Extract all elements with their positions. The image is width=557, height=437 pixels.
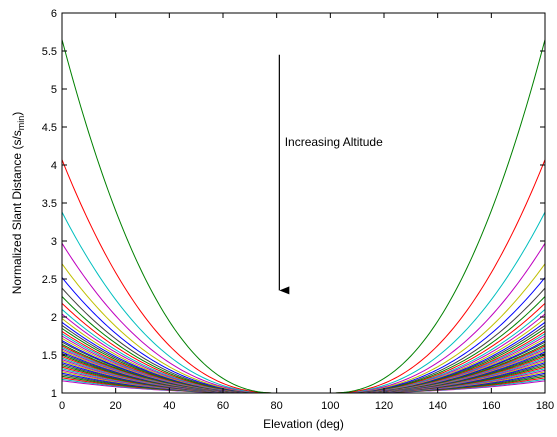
- x-tick-label: 180: [536, 400, 554, 412]
- x-axis-label: Elevation (deg): [263, 417, 344, 431]
- series-line: [62, 351, 545, 393]
- y-tick-label: 2: [51, 312, 57, 324]
- y-tick-label: 5: [51, 84, 57, 96]
- series-line: [62, 374, 545, 393]
- series-line: [62, 318, 545, 393]
- series-line: [62, 378, 545, 393]
- series-line: [62, 159, 545, 393]
- series-line: [62, 362, 545, 393]
- series-line: [62, 309, 545, 393]
- series-line: [62, 324, 545, 393]
- series-line: [62, 375, 545, 393]
- series-line: [62, 371, 545, 393]
- x-tick-label: 40: [163, 400, 175, 412]
- y-axis-label-subscript: min: [16, 116, 26, 131]
- plot-frame: [61, 12, 546, 394]
- series-line: [62, 333, 545, 393]
- series-line: [62, 263, 545, 393]
- annotation: Increasing Altitude: [278, 54, 383, 295]
- x-tick-label: 120: [375, 400, 393, 412]
- series-line: [62, 365, 545, 393]
- series-line: [62, 243, 545, 393]
- y-tick-label: 4.5: [42, 122, 57, 134]
- series-line: [62, 369, 545, 393]
- series-line: [62, 366, 545, 393]
- x-tick-label: 140: [428, 400, 446, 412]
- series-line: [62, 321, 545, 393]
- x-tick-label: 0: [59, 400, 65, 412]
- series-line: [62, 337, 545, 393]
- y-tick-label: 2.5: [42, 274, 57, 286]
- y-tick-label: 4: [51, 160, 57, 172]
- series-line: [62, 211, 545, 393]
- y-tick-label: 5.5: [42, 46, 57, 58]
- x-tick-label: 20: [110, 400, 122, 412]
- series-line: [62, 343, 545, 393]
- y-tick-label: 3.5: [42, 198, 57, 210]
- series-line: [62, 39, 545, 393]
- y-axis-label-main: Normalized Slant Distance (s/s: [10, 130, 24, 294]
- y-axis-label-close: ): [10, 112, 24, 116]
- x-tick-label: 160: [482, 400, 500, 412]
- series-line: [62, 377, 545, 393]
- series-line: [62, 368, 545, 393]
- y-tick-label: 3: [51, 236, 57, 248]
- series-line: [62, 380, 545, 393]
- series-line: [62, 331, 545, 393]
- series-line: [62, 346, 545, 393]
- series-line: [62, 372, 545, 393]
- x-tick-label: 80: [271, 400, 283, 412]
- series-line: [62, 359, 545, 393]
- y-axis-label: Normalized Slant Distance (s/smin): [10, 112, 26, 295]
- y-tick-label: 1.5: [42, 350, 57, 362]
- annotation-text: Increasing Altitude: [285, 135, 383, 149]
- series-line: [62, 302, 545, 393]
- y-tick-label: 6: [51, 8, 57, 20]
- series-line: [62, 335, 545, 393]
- series-line: [62, 354, 545, 393]
- series-layer: [62, 39, 545, 393]
- x-tick-label: 100: [321, 400, 339, 412]
- series-line: [62, 360, 545, 393]
- series-line: [62, 348, 545, 393]
- series-line: [62, 296, 545, 393]
- ticks-layer: 0 20 40 60 80 100 120 140 160 180 1 1.5 2 2.5 3 3.5 4 4.5…: [42, 8, 554, 412]
- series-line: [62, 357, 545, 393]
- y-tick-label: 1: [51, 388, 57, 400]
- series-line: [62, 340, 545, 393]
- x-tick-label: 60: [217, 400, 229, 412]
- series-line: [62, 363, 545, 393]
- series-line: [62, 277, 545, 393]
- plot-area: [62, 13, 545, 393]
- series-line: [62, 287, 545, 393]
- series-line: [62, 327, 545, 393]
- series-line: [62, 313, 545, 393]
